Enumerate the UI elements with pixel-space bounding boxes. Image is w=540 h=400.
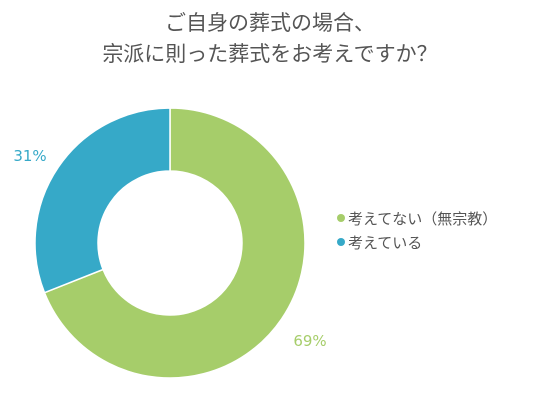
- donut-slice-0[interactable]: [43, 107, 306, 379]
- slice-label-0: 69%: [293, 332, 326, 350]
- legend-marker-not-considering: [337, 214, 345, 222]
- chart-title: ご自身の葬式の場合、 宗派に則った葬式をお考えですか？: [0, 8, 540, 70]
- chart-title-line-1: ご自身の葬式の場合、: [165, 11, 375, 35]
- chart-title-line-2: 宗派に則った葬式をお考えですか？: [102, 42, 438, 66]
- chart-legend: 考えてない（無宗教） 考えている: [337, 206, 497, 254]
- slice-label-1: 31%: [13, 147, 46, 165]
- legend-marker-considering: [337, 238, 345, 246]
- legend-item-considering[interactable]: 考えている: [337, 230, 497, 254]
- legend-label-not-considering: 考えてない（無宗教）: [348, 209, 498, 228]
- legend-item-not-considering[interactable]: 考えてない（無宗教）: [337, 206, 497, 230]
- legend-label-considering: 考えている: [348, 233, 423, 252]
- donut-slice-1[interactable]: [34, 107, 171, 294]
